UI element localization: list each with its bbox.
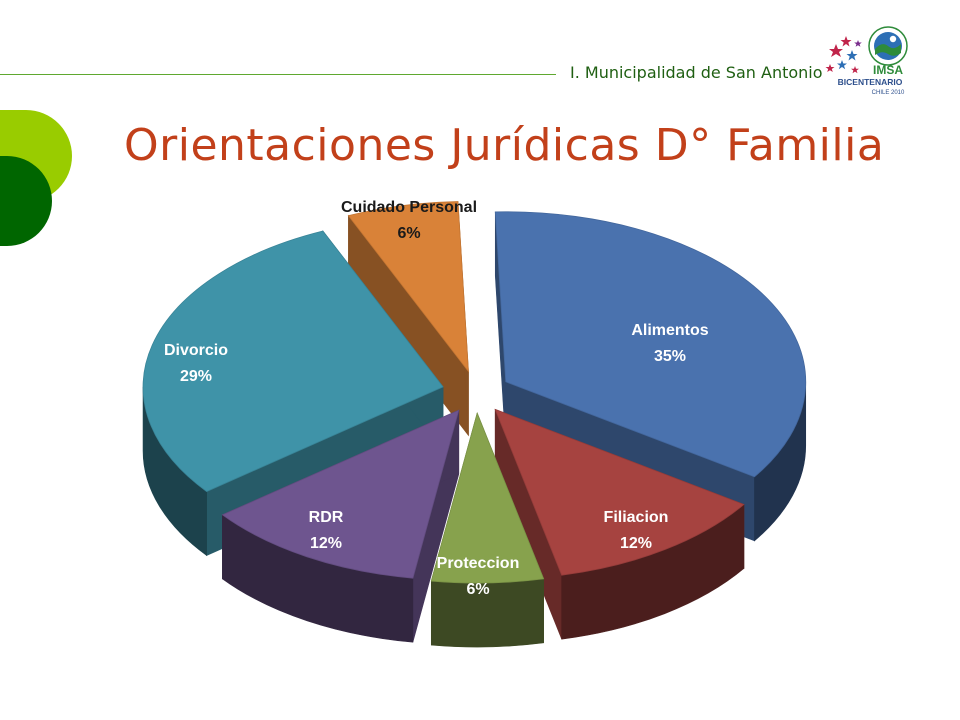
- pie-slice-top-divorcio: [142, 230, 444, 492]
- pie-slice-top-filiacion: [494, 408, 745, 576]
- logo-text: IMSA: [873, 63, 903, 77]
- slice-percent-label: 6%: [466, 581, 489, 598]
- slice-label-rdr: RDR 12%: [309, 509, 344, 552]
- slice-category-label: Cuidado Personal: [341, 199, 477, 216]
- slice-percent-label: 35%: [654, 348, 686, 365]
- slice-category-label: Filiacion: [604, 509, 669, 526]
- slice-label-proteccion: Proteccion 6%: [437, 555, 520, 598]
- slice-label-cuidado-personal: Cuidado Personal 6%: [341, 199, 477, 242]
- slice-percent-label: 12%: [620, 535, 652, 552]
- pie-slice-rdr: [221, 409, 460, 643]
- slice-category-label: RDR: [309, 509, 344, 526]
- slice-percent-label: 29%: [180, 368, 212, 385]
- star-cluster-icon: [825, 36, 862, 74]
- slice-category-label: Alimentos: [631, 322, 708, 339]
- slice-category-label: Divorcio: [164, 342, 228, 359]
- pie-slice-top-proteccion: [430, 411, 545, 584]
- header-rule: [0, 74, 556, 75]
- pie-slice-top-rdr: [221, 409, 460, 579]
- slice-label-divorcio: Divorcio 29%: [164, 342, 228, 385]
- logo-year: CHILE 2010: [872, 90, 905, 96]
- pie-slice-filiacion: [494, 408, 745, 640]
- logo-subtext: BICENTENARIO: [838, 77, 903, 87]
- slice-percent-label: 6%: [397, 225, 420, 242]
- pie-slice-top-alimentos: [494, 211, 807, 478]
- slice-category-label: Proteccion: [437, 555, 520, 572]
- pie-slice-proteccion: [430, 411, 545, 648]
- slide-title: Orientaciones Jurídicas D° Familia: [124, 120, 885, 171]
- slice-label-filiacion: Filiacion 12%: [604, 509, 669, 552]
- municipality-seal-icon: [868, 26, 908, 66]
- slice-label-alimentos: Alimentos 35%: [631, 322, 708, 365]
- municipality-name: I. Municipalidad de San Antonio: [570, 63, 823, 82]
- pie-slice-top-cuidado-personal: [347, 201, 469, 373]
- imsa-bicentenario-logo: IMSA BICENTENARIO CHILE 2010: [825, 26, 908, 96]
- slice-percent-label: 12%: [310, 535, 342, 552]
